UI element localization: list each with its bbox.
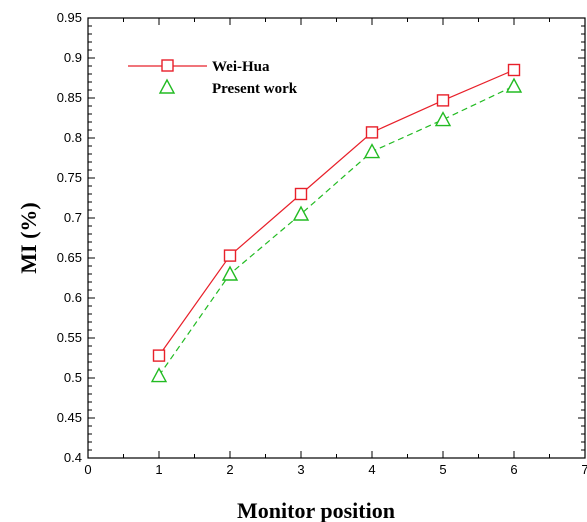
series-0 [152, 63, 521, 362]
x-tick-label: 5 [439, 462, 446, 477]
data-point-triangle [363, 143, 381, 159]
legend-label-wei-hua: Wei-Hua [212, 59, 270, 75]
data-point-triangle [434, 111, 452, 127]
x-tick-label: 3 [297, 462, 304, 477]
x-tick-label: 7 [581, 462, 587, 477]
data-point-triangle [150, 367, 168, 383]
data-point-triangle [505, 77, 523, 93]
data-point-square [152, 349, 166, 362]
y-tick-label: 0.6 [64, 290, 82, 305]
x-tick-label: 0 [84, 462, 91, 477]
y-tick-label: 0.8 [64, 130, 82, 145]
y-tick-label: 0.9 [64, 50, 82, 65]
series-line [158, 85, 515, 376]
y-axis-title: MI (%) [16, 202, 41, 273]
legend-label-present-work: Present work [212, 81, 298, 97]
y-tick-label: 0.45 [57, 410, 82, 425]
data-point-triangle [221, 265, 239, 281]
data-point-triangle [292, 205, 310, 221]
y-tick-label: 0.55 [57, 330, 82, 345]
legend: Wei-Hua Present work [128, 59, 298, 97]
data-point-square [294, 187, 308, 201]
data-point-square [436, 94, 450, 107]
x-axis-title: Monitor position [237, 498, 395, 522]
x-tick-label: 4 [368, 462, 375, 477]
data-point-square [507, 63, 521, 77]
legend-marker-wei-hua [161, 59, 174, 72]
axis-ticks: 0 1 2 3 4 5 6 7 0.4 0.45 0.5 0.55 0.6 0.65 0.7 0.75 0.8 0… [57, 10, 587, 477]
x-tick-label: 2 [226, 462, 233, 477]
series-line [158, 69, 515, 356]
data-point-square [365, 126, 379, 139]
y-tick-label: 0.7 [64, 210, 82, 225]
y-tick-label: 0.75 [57, 170, 82, 185]
y-tick-label: 0.5 [64, 370, 82, 385]
y-tick-label: 0.85 [57, 90, 82, 105]
y-tick-label: 0.65 [57, 250, 82, 265]
x-tick-label: 6 [510, 462, 517, 477]
data-point-square [223, 249, 237, 262]
series-layer [150, 63, 523, 383]
y-tick-label: 0.95 [57, 10, 82, 25]
plot-frame [87, 17, 586, 459]
series-1 [150, 77, 523, 383]
x-tick-label: 1 [155, 462, 162, 477]
legend-marker-present-work [158, 78, 176, 94]
y-tick-label: 0.4 [64, 450, 82, 465]
